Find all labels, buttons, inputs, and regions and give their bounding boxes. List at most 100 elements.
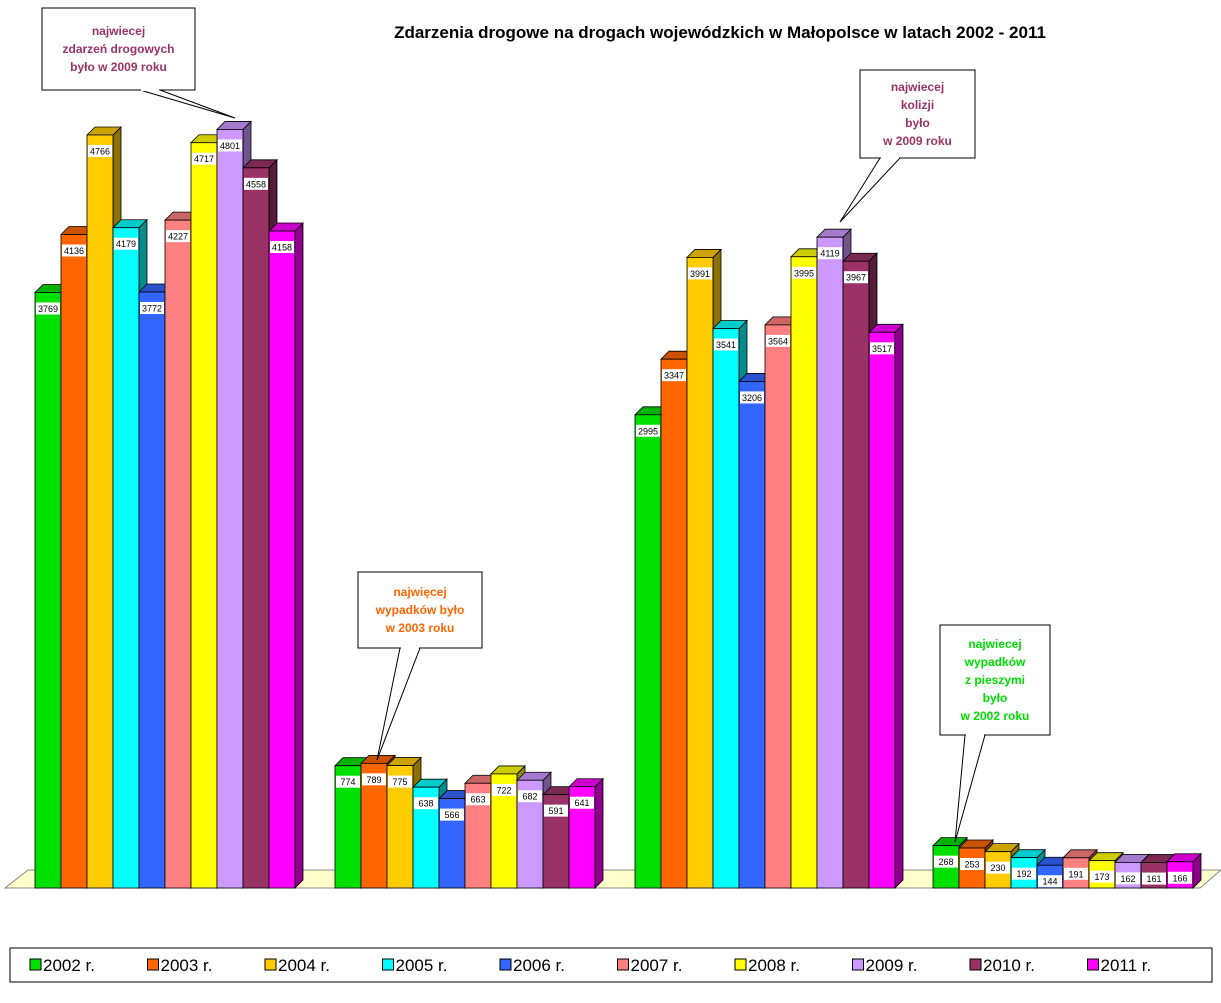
bar	[164, 219, 192, 889]
bar	[712, 328, 740, 889]
bar	[868, 331, 896, 889]
value-label: 638	[418, 799, 433, 809]
value-label: 4717	[194, 154, 214, 164]
value-label-box	[362, 773, 386, 786]
value-label: 4801	[220, 141, 240, 151]
value-label: 191	[1068, 869, 1083, 879]
value-label: 268	[938, 857, 953, 867]
value-label: 4766	[90, 146, 110, 156]
callout-pointer	[839, 157, 902, 223]
callout	[41, 7, 196, 91]
bar	[790, 256, 818, 889]
value-label: 789	[366, 775, 381, 785]
value-label: 166	[1172, 873, 1187, 883]
legend-label: 2009 r.	[866, 956, 918, 975]
bar	[112, 227, 140, 889]
callout-pointer	[954, 734, 986, 843]
bar	[686, 257, 714, 889]
value-label: 4558	[246, 179, 266, 189]
value-label-box	[570, 796, 594, 809]
value-label-box	[1142, 872, 1166, 885]
legend-label: 2004 r.	[278, 956, 330, 975]
value-label: 3772	[142, 304, 162, 314]
bar	[764, 324, 792, 889]
value-label-box	[114, 237, 138, 250]
annotation: najwiecej	[891, 80, 944, 94]
value-label: 230	[990, 863, 1005, 873]
value-label: 722	[496, 785, 511, 795]
legend-swatch	[499, 958, 512, 971]
value-label-box	[960, 858, 984, 871]
value-label-box	[1168, 871, 1192, 884]
value-label-box	[88, 144, 112, 157]
annotation: najwiecej	[968, 637, 1021, 651]
value-label: 3564	[768, 336, 788, 346]
bar-side	[594, 777, 604, 889]
legend-label: 2003 r.	[161, 956, 213, 975]
legend-swatch	[29, 958, 42, 971]
value-label: 161	[1146, 874, 1161, 884]
value-label: 566	[444, 810, 459, 820]
bar	[138, 291, 166, 889]
value-label: 3769	[38, 304, 58, 314]
value-label-box	[1038, 875, 1062, 888]
value-label-box	[844, 271, 868, 284]
value-label-box	[870, 342, 894, 355]
value-label: 3991	[690, 269, 710, 279]
value-label: 774	[340, 777, 355, 787]
value-label: 775	[392, 777, 407, 787]
value-label-box	[714, 338, 738, 351]
bar	[190, 142, 218, 889]
annotation: z pieszymi	[965, 673, 1025, 687]
legend-label: 2011 r.	[1101, 956, 1152, 975]
value-label: 591	[548, 806, 563, 816]
legend-swatch	[382, 958, 394, 971]
legend-swatch	[969, 958, 982, 971]
value-label: 144	[1042, 877, 1057, 887]
value-label-box	[1116, 872, 1140, 885]
value-label-box	[492, 783, 516, 796]
bar	[738, 381, 766, 889]
annotation: było	[983, 691, 1008, 705]
callout	[859, 69, 976, 159]
legend-swatch	[734, 958, 747, 971]
value-label-box	[544, 804, 568, 817]
annotation: najwiecej	[92, 24, 145, 38]
value-label-box	[818, 247, 842, 260]
value-label-box	[62, 244, 86, 257]
value-label-box	[636, 424, 660, 437]
bar	[842, 260, 870, 889]
value-label-box	[1064, 867, 1088, 880]
annotation: w 2002 roku	[960, 709, 1030, 723]
annotation: w 2009 roku	[882, 134, 952, 148]
legend-swatch	[264, 958, 277, 971]
bar	[216, 129, 244, 889]
value-label-box	[140, 302, 164, 315]
legend-swatch	[617, 958, 629, 971]
annotation: wypadków	[964, 655, 1026, 669]
bar-side	[294, 222, 304, 889]
value-label: 4136	[64, 246, 84, 256]
value-label-box	[192, 152, 216, 165]
annotation: kolizji	[901, 98, 934, 112]
callout	[357, 571, 483, 649]
value-label: 4158	[272, 243, 292, 253]
annotation: w 2003 roku	[385, 621, 455, 635]
value-label-box	[466, 793, 490, 806]
value-label-box	[336, 775, 360, 788]
value-label-box	[414, 797, 438, 810]
legend-label: 2005 r.	[396, 956, 448, 975]
value-label-box	[36, 302, 60, 315]
value-label-box	[986, 861, 1010, 874]
bar	[86, 134, 114, 889]
value-label-box	[740, 391, 764, 404]
bar	[268, 230, 296, 889]
value-label-box	[218, 139, 242, 152]
legend-swatch	[852, 958, 864, 971]
value-label: 663	[470, 795, 485, 805]
legend-label: 2008 r.	[748, 956, 800, 975]
legend-label: 2002 r.	[43, 956, 95, 975]
bar	[634, 414, 662, 889]
value-label: 2995	[638, 426, 658, 436]
value-label: 4227	[168, 232, 188, 242]
